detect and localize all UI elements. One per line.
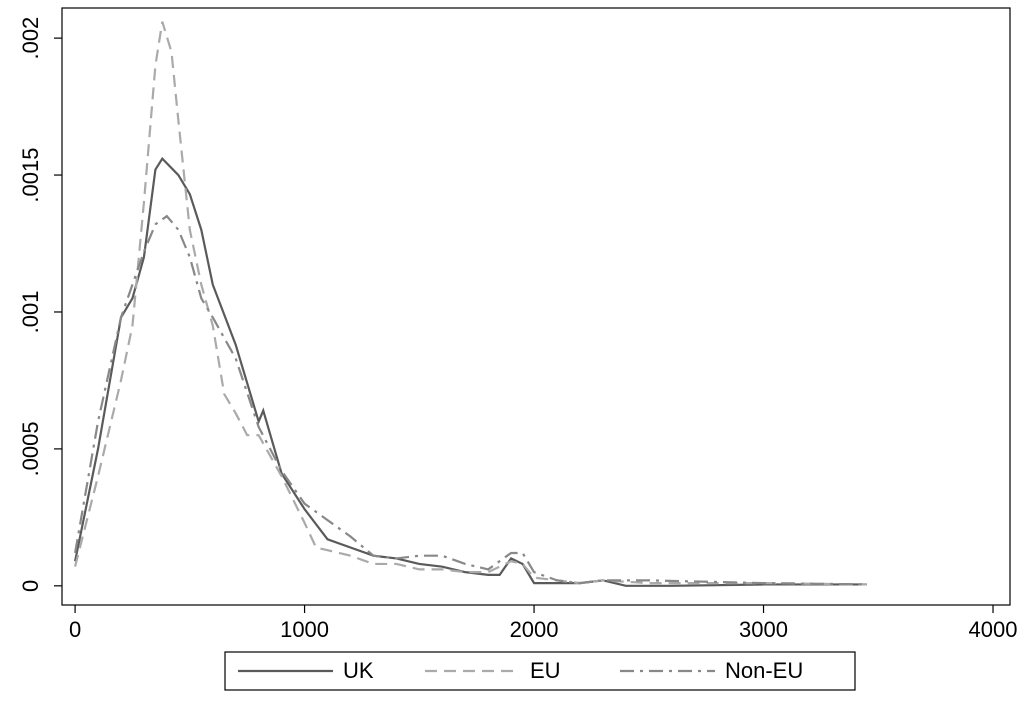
x-tick-label: 3000 xyxy=(739,617,788,642)
legend-box xyxy=(224,651,856,691)
x-tick-label: 2000 xyxy=(510,617,559,642)
y-tick-label: 0 xyxy=(18,580,43,592)
series-line xyxy=(74,21,867,586)
y-tick-label: .0005 xyxy=(18,421,43,476)
plot-frame xyxy=(61,7,1011,606)
series-line xyxy=(74,156,867,587)
series-line xyxy=(73,214,867,586)
y-tick-label: .001 xyxy=(18,291,43,334)
y-tick-label: .002 xyxy=(18,17,43,60)
x-tick-label: 4000 xyxy=(969,617,1018,642)
y-tick-label: .0015 xyxy=(18,148,43,203)
x-tick-label: 0 xyxy=(69,617,81,642)
x-tick-label: 1000 xyxy=(280,617,329,642)
legend-label: EU xyxy=(530,658,561,683)
legend-label: UK xyxy=(343,658,374,683)
legend-label: Non-EU xyxy=(725,658,803,683)
